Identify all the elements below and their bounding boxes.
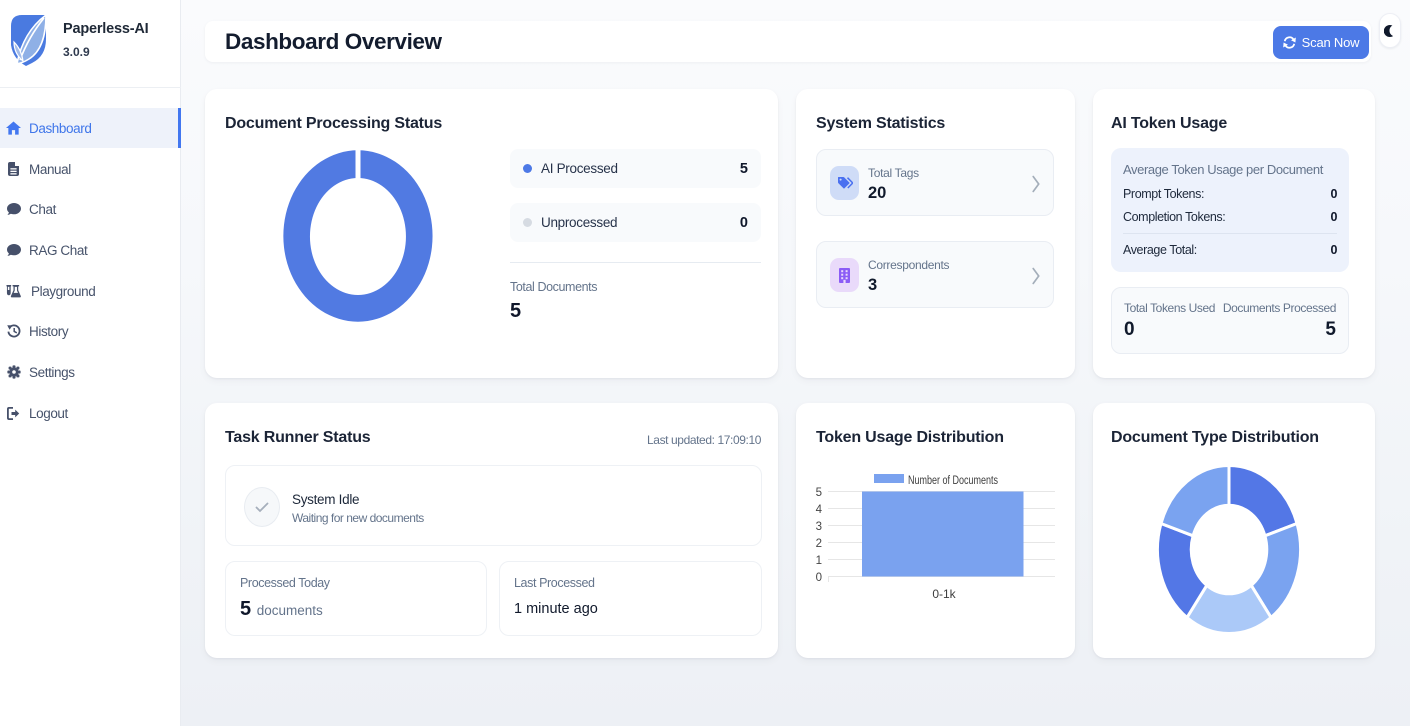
svg-text:0: 0 <box>816 572 822 584</box>
svg-text:1: 1 <box>816 555 822 567</box>
svg-text:0-1k: 0-1k <box>932 587 956 601</box>
svg-text:2: 2 <box>816 538 822 550</box>
svg-text:3: 3 <box>816 521 822 533</box>
svg-text:Number of Documents: Number of Documents <box>908 475 998 487</box>
svg-text:5: 5 <box>816 487 822 499</box>
svg-text:4: 4 <box>816 504 823 516</box>
